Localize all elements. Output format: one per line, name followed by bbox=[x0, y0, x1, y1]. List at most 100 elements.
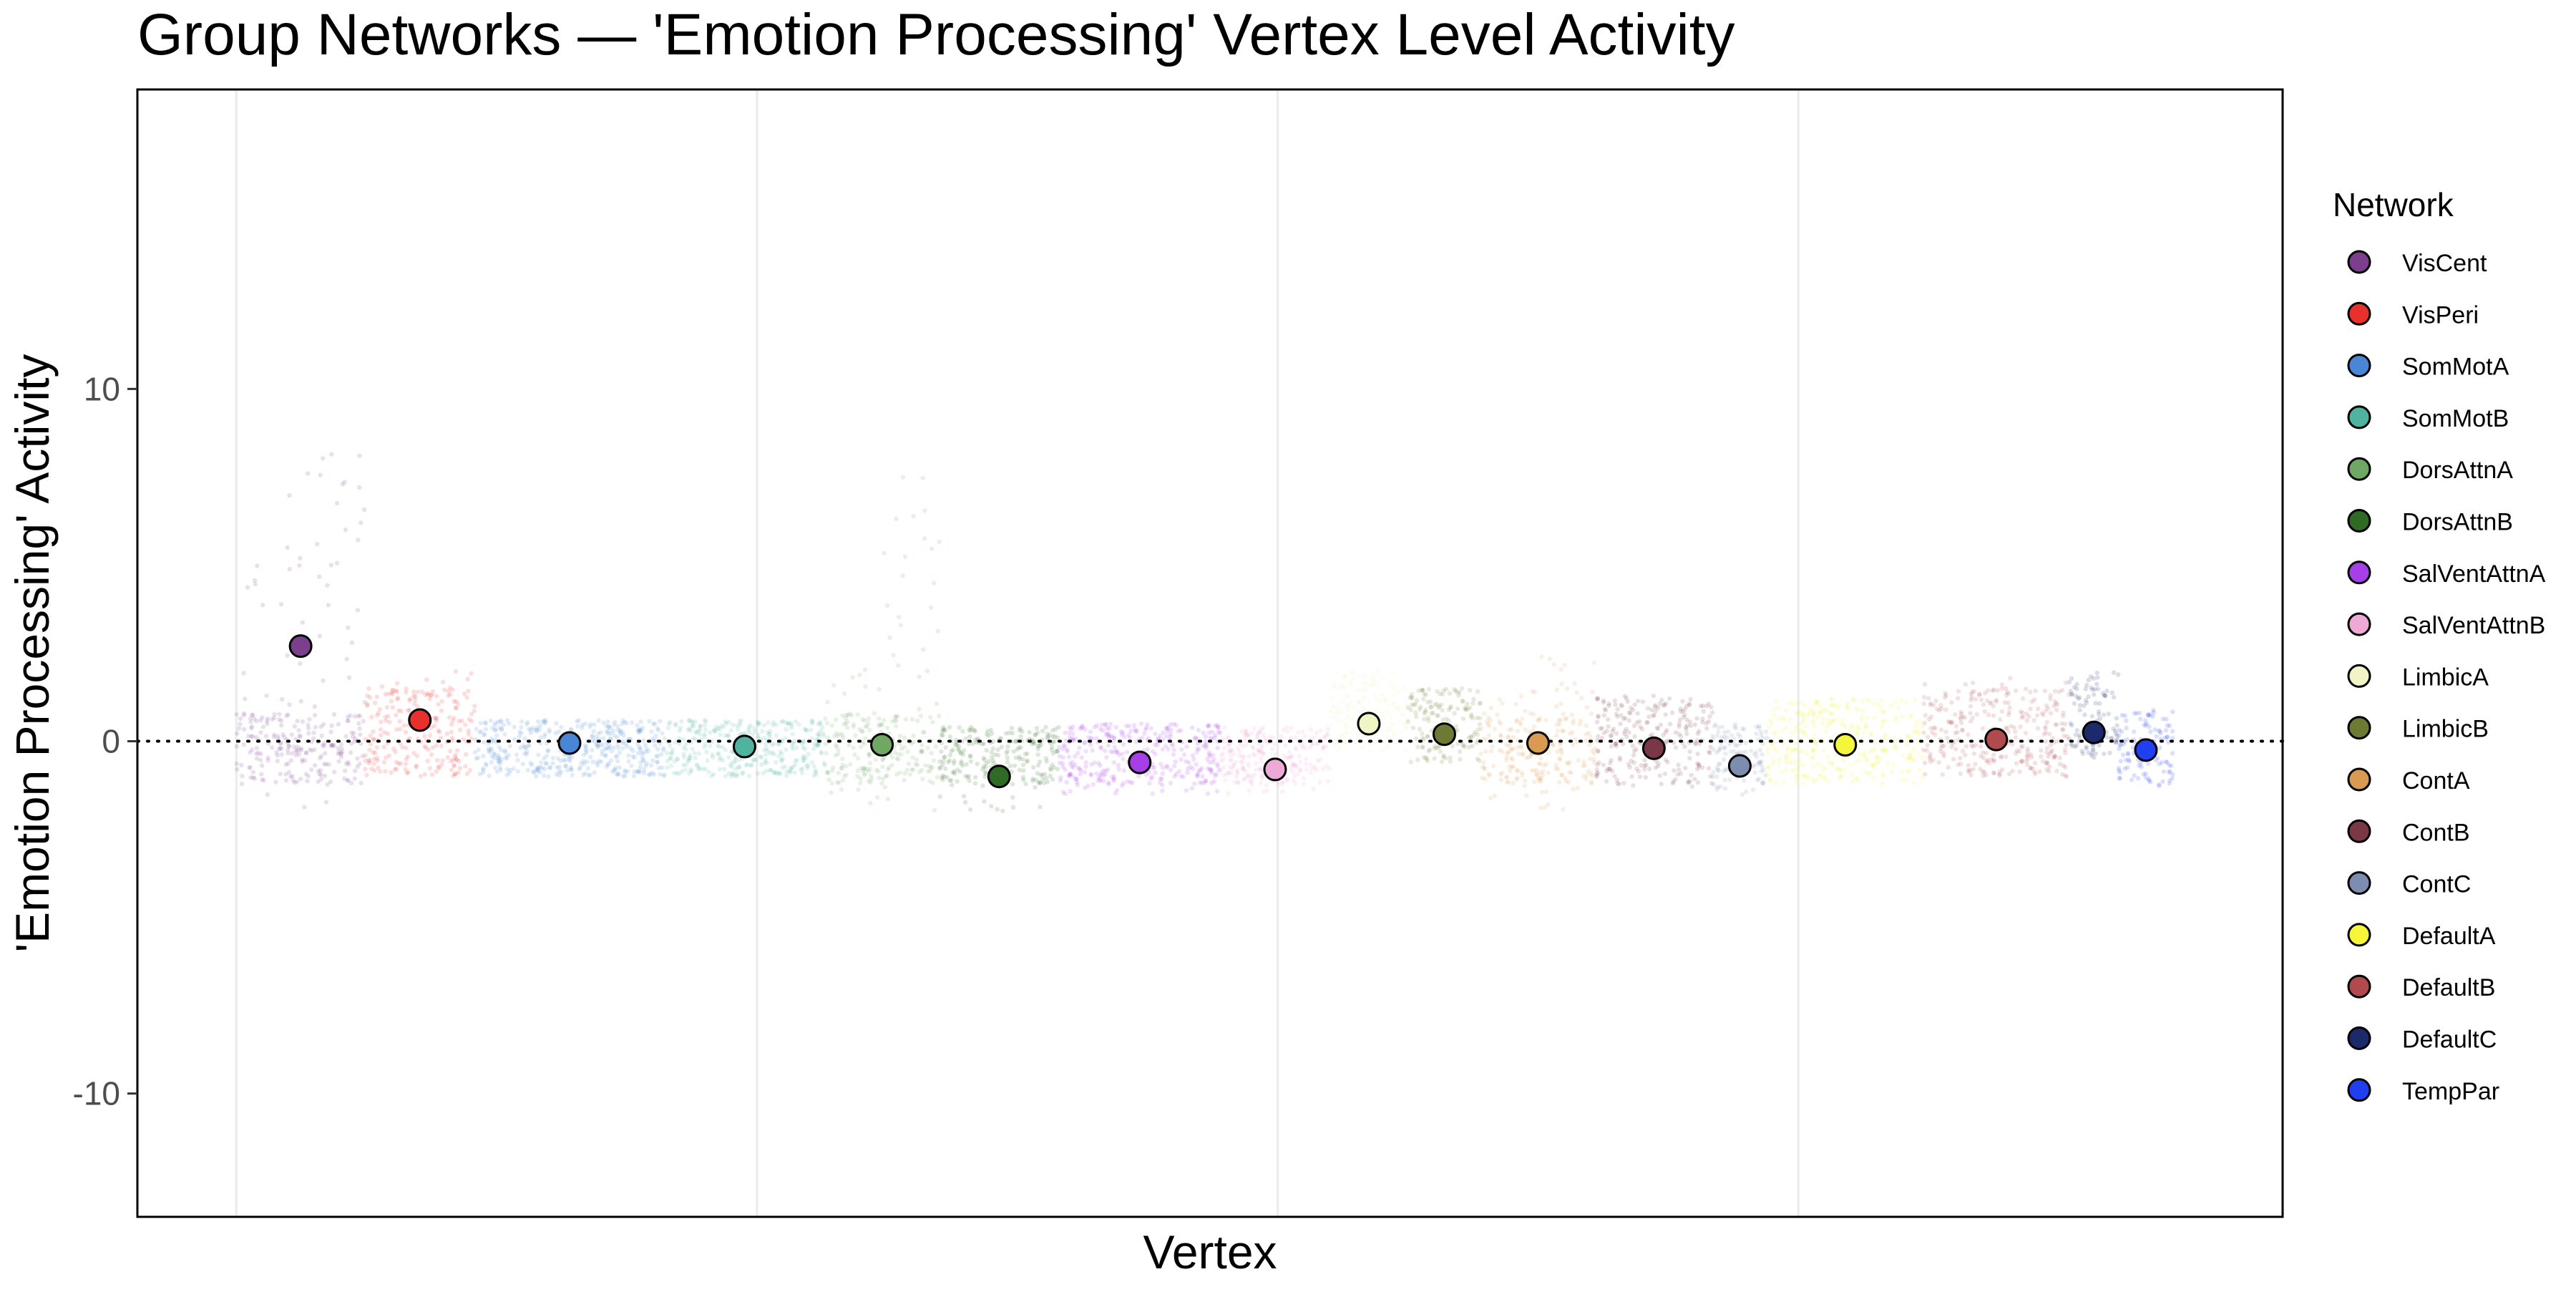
vertex-point bbox=[2013, 751, 2019, 756]
vertex-point bbox=[1252, 772, 1257, 777]
vertex-point bbox=[517, 734, 522, 739]
vertex-point bbox=[1898, 698, 1904, 703]
vertex-point bbox=[2074, 681, 2079, 687]
vertex-point bbox=[1858, 717, 1864, 722]
vertex-point bbox=[784, 773, 789, 779]
vertex-point bbox=[1248, 773, 1254, 778]
vertex-point bbox=[1355, 672, 1360, 678]
vertex-point bbox=[422, 734, 427, 739]
vertex-point bbox=[728, 728, 733, 733]
vertex-point bbox=[1213, 732, 1218, 738]
vertex-point bbox=[1113, 791, 1118, 796]
vertex-point bbox=[1387, 726, 1392, 731]
vertex-point bbox=[898, 623, 904, 628]
vertex-point bbox=[637, 730, 642, 735]
vertex-point bbox=[1950, 719, 1955, 724]
vertex-point bbox=[2117, 727, 2122, 733]
vertex-point bbox=[539, 760, 544, 765]
vertex-point bbox=[1629, 705, 1634, 711]
vertex-point bbox=[1968, 711, 1973, 716]
vertex-point bbox=[1810, 720, 1815, 725]
vertex-point bbox=[1345, 739, 1350, 744]
vertex-point bbox=[1810, 711, 1816, 717]
vertex-cloud-LimbicA bbox=[1327, 668, 1410, 754]
vertex-point bbox=[1810, 777, 1815, 782]
vertex-point bbox=[1926, 734, 1931, 739]
vertex-point bbox=[1707, 749, 1712, 754]
vertex-point bbox=[511, 766, 516, 771]
vertex-point bbox=[234, 711, 239, 717]
vertex-point bbox=[955, 779, 960, 784]
vertex-point bbox=[576, 718, 581, 723]
vertex-point bbox=[1697, 729, 1702, 734]
vertex-point bbox=[841, 774, 847, 779]
vertex-point bbox=[1780, 742, 1785, 747]
vertex-point bbox=[872, 711, 877, 716]
vertex-point bbox=[1536, 717, 1541, 722]
vertex-point bbox=[678, 725, 683, 730]
vertex-point bbox=[661, 773, 666, 778]
vertex-point bbox=[1771, 712, 1777, 717]
vertex-point bbox=[498, 767, 503, 773]
vertex-point bbox=[869, 776, 874, 782]
vertex-point bbox=[2114, 733, 2119, 739]
vertex-point bbox=[1492, 793, 1497, 799]
vertex-point bbox=[1800, 719, 1805, 724]
vertex-point bbox=[1244, 742, 1249, 747]
vertex-point bbox=[889, 762, 894, 768]
vertex-point bbox=[1999, 686, 2004, 691]
vertex-point bbox=[1106, 734, 1112, 739]
vertex-point bbox=[433, 716, 439, 722]
vertex-point bbox=[1590, 689, 1595, 694]
vertex-point bbox=[1637, 719, 1642, 724]
vertex-point bbox=[1443, 686, 1449, 691]
vertex-point bbox=[858, 780, 863, 786]
vertex-point bbox=[688, 728, 693, 734]
vertex-point bbox=[1785, 744, 1790, 750]
vertex-point bbox=[1045, 779, 1050, 785]
vertex-point bbox=[530, 725, 535, 730]
vertex-point bbox=[1941, 754, 1946, 759]
vertex-point bbox=[544, 754, 550, 759]
vertex-point bbox=[1422, 717, 1427, 722]
vertex-point bbox=[1163, 744, 1169, 749]
vertex-point bbox=[1853, 759, 1858, 764]
vertex-point bbox=[374, 694, 379, 699]
vertex-point bbox=[877, 686, 882, 692]
vertex-point bbox=[840, 732, 845, 737]
vertex-point bbox=[1794, 780, 1799, 786]
vertex-point bbox=[1377, 700, 1382, 705]
vertex-point bbox=[1958, 720, 1964, 725]
vertex-point bbox=[1333, 738, 1339, 743]
legend-item-LimbicA: LimbicA bbox=[2347, 664, 2489, 691]
vertex-point bbox=[1387, 728, 1392, 733]
vertex-point bbox=[1027, 729, 1032, 735]
vertex-point bbox=[1345, 703, 1351, 708]
vertex-point bbox=[1325, 726, 1331, 732]
vertex-point bbox=[507, 770, 512, 776]
vertex-point bbox=[1765, 751, 1770, 756]
vertex-point bbox=[766, 732, 772, 737]
vertex-point bbox=[457, 766, 463, 771]
vertex-point bbox=[466, 732, 472, 737]
vertex-point bbox=[269, 745, 275, 750]
vertex-point bbox=[920, 729, 925, 735]
vertex-point bbox=[293, 747, 298, 753]
vertex-point bbox=[2170, 729, 2175, 734]
vertex-point bbox=[1114, 750, 1120, 755]
vertex-point bbox=[735, 723, 740, 729]
vertex-point bbox=[900, 573, 905, 578]
vertex-point bbox=[1757, 725, 1762, 731]
vertex-point bbox=[2109, 690, 2114, 695]
vertex-point bbox=[253, 578, 258, 583]
vertex-point bbox=[1457, 690, 1463, 695]
vertex-point bbox=[1556, 718, 1561, 723]
vertex-point bbox=[1234, 769, 1240, 775]
vertex-point bbox=[1927, 756, 1932, 761]
vertex-point bbox=[905, 749, 910, 754]
vertex-point bbox=[1063, 767, 1068, 772]
vertex-point bbox=[291, 778, 296, 783]
vertex-point bbox=[1312, 764, 1317, 769]
vertex-point bbox=[1035, 771, 1040, 776]
vertex-point bbox=[923, 762, 928, 768]
